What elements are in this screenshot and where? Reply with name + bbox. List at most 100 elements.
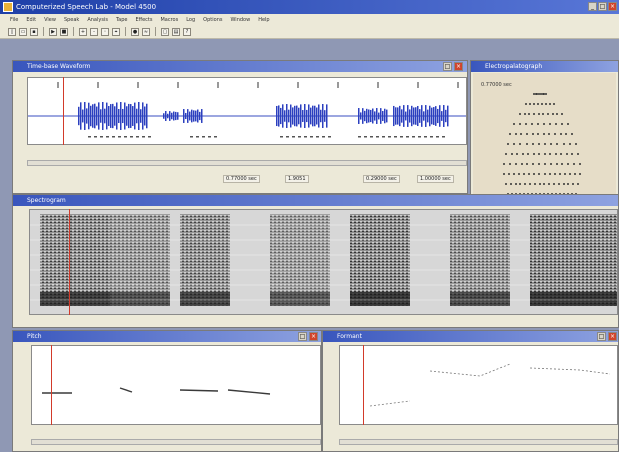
- toolbar-separator: [155, 27, 156, 36]
- waveform-close-button[interactable]: ×: [454, 62, 463, 71]
- print-icon[interactable]: ▤: [172, 27, 180, 36]
- palate-electrode: [563, 173, 566, 175]
- menu-options[interactable]: Options: [203, 17, 223, 23]
- menu-log[interactable]: Log: [186, 17, 196, 23]
- waveform-sample: [130, 104, 132, 128]
- waveform-marker: [418, 136, 421, 138]
- palate-electrode: [531, 123, 533, 125]
- spectrogram-segment: [40, 214, 110, 306]
- menu-file[interactable]: File: [10, 17, 19, 23]
- waveform-plot[interactable]: [27, 77, 467, 145]
- pitch-cursor[interactable]: [51, 345, 52, 425]
- palate-electrode: [544, 143, 547, 145]
- waveform-sample: [443, 105, 445, 127]
- pitch-close-button[interactable]: ×: [309, 332, 318, 341]
- spectrogram-plot[interactable]: [29, 209, 618, 315]
- waveform-scrollbar[interactable]: [27, 160, 467, 166]
- pitch-plot[interactable]: [31, 345, 321, 425]
- zoom-in-icon[interactable]: +: [79, 27, 87, 36]
- waveform-sample: [445, 109, 447, 123]
- palate-electrode: [527, 153, 530, 155]
- zoom-out-icon[interactable]: -: [90, 27, 98, 36]
- menu-speak[interactable]: Speak: [63, 17, 80, 23]
- waveform-cursor[interactable]: [63, 77, 64, 145]
- spectrogram-segment: [270, 214, 330, 306]
- formant-scrollbar[interactable]: [339, 439, 618, 445]
- waveform-marker: [394, 136, 397, 138]
- play-icon[interactable]: ▶: [49, 27, 57, 36]
- new-icon[interactable]: ▯: [8, 27, 16, 36]
- select-icon[interactable]: ◦: [101, 27, 109, 36]
- palate-electrode: [558, 173, 561, 175]
- palate-electrode: [560, 153, 563, 155]
- formant-plot[interactable]: [339, 345, 618, 425]
- menu-effects[interactable]: Effects: [135, 17, 153, 23]
- maximize-button[interactable]: □: [598, 2, 607, 11]
- waveform-marker: [388, 136, 391, 138]
- palate-electrode: [541, 93, 544, 95]
- waveform-sample: [171, 112, 173, 120]
- app-titlebar: Computerized Speech Lab - Model 4500 _ □…: [0, 0, 619, 14]
- menu-analysis[interactable]: Analysis: [87, 17, 108, 23]
- menu-macros[interactable]: Macros: [160, 17, 179, 23]
- menu-edit[interactable]: Edit: [26, 17, 37, 23]
- spectrogram-title: Spectrogram: [27, 197, 66, 204]
- palate-electrode: [557, 183, 560, 185]
- palate-electrode: [533, 113, 535, 115]
- window-icon[interactable]: ▢: [161, 27, 169, 36]
- menu-view[interactable]: View: [44, 17, 56, 23]
- menu-tape[interactable]: Tape: [115, 17, 128, 23]
- waveform-sample: [195, 110, 197, 122]
- waveform-sample: [288, 109, 290, 123]
- spectrogram-low-band: [270, 292, 330, 306]
- formant-maximize-button[interactable]: □: [597, 332, 606, 341]
- spectrogram-cursor[interactable]: [69, 209, 70, 315]
- waveform-sample: [102, 102, 104, 130]
- waveform-sample: [169, 111, 171, 121]
- menu-help[interactable]: Help: [258, 17, 270, 23]
- formant-cursor[interactable]: [363, 345, 364, 425]
- palate-electrode: [556, 113, 559, 115]
- waveform-sample: [165, 111, 167, 121]
- waveform-sample: [98, 102, 100, 130]
- analyze-icon[interactable]: ≈: [142, 27, 150, 36]
- palate-electrode: [537, 123, 539, 125]
- close-button[interactable]: ×: [608, 2, 617, 11]
- palate-electrode: [548, 183, 551, 185]
- formant-close-button[interactable]: ×: [608, 332, 617, 341]
- spectrogram-segment: [530, 214, 617, 306]
- formant-svg: [369, 363, 611, 407]
- waveform-marker: [292, 136, 295, 138]
- save-icon[interactable]: ▪: [30, 27, 38, 36]
- pitch-maximize-button[interactable]: □: [298, 332, 307, 341]
- minimize-button[interactable]: _: [588, 2, 597, 11]
- waveform-sample: [370, 109, 372, 123]
- palate-electrode: [553, 103, 555, 105]
- palate-electrode: [571, 153, 574, 155]
- spectrogram-segment: [350, 214, 410, 306]
- waveform-sample: [104, 108, 106, 124]
- waveform-marker: [406, 136, 409, 138]
- palate-electrode: [525, 143, 528, 145]
- waveform-maximize-button[interactable]: □: [443, 62, 452, 71]
- waveform-sample: [326, 104, 328, 128]
- waveform-sample: [407, 105, 409, 127]
- waveform-sample: [177, 112, 179, 120]
- help-icon[interactable]: ?: [183, 27, 191, 36]
- cursor-icon[interactable]: ⌖: [112, 27, 120, 36]
- waveform-sample: [88, 102, 90, 130]
- pitch-scrollbar[interactable]: [31, 439, 321, 445]
- waveform-sample: [142, 102, 144, 130]
- open-icon[interactable]: ▭: [19, 27, 27, 36]
- waveform-sample: [108, 106, 110, 126]
- spectrogram-low-band: [180, 292, 230, 306]
- waveform-marker: [364, 136, 367, 138]
- record-icon[interactable]: ●: [131, 27, 139, 36]
- waveform-sample: [411, 105, 413, 127]
- stop-icon[interactable]: ■: [60, 27, 68, 36]
- waveform-marker: [196, 136, 199, 138]
- waveform-sample: [140, 109, 142, 123]
- waveform-marker: [202, 136, 205, 138]
- waveform-marker: [376, 136, 379, 138]
- menu-window[interactable]: Window: [230, 17, 251, 23]
